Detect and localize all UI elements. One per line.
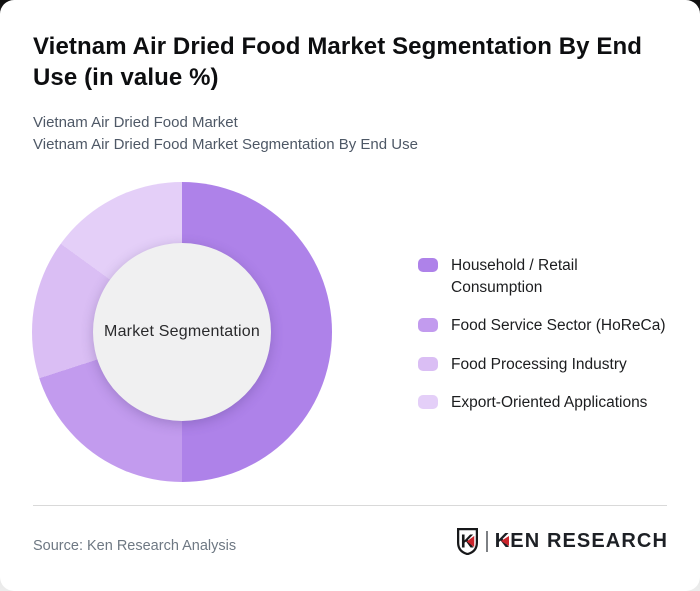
brand-wordmark: KEN RESEARCH: [495, 527, 668, 555]
ken-research-logo: K KEN RESEARCH: [456, 527, 668, 555]
subtitle-line-1: Vietnam Air Dried Food Market: [33, 114, 238, 131]
chart-subtitle: Vietnam Air Dried Food Market Vietnam Ai…: [33, 112, 418, 155]
ken-research-shield-icon: K: [456, 527, 478, 555]
legend-item-label: Export-Oriented Applications: [451, 394, 648, 411]
subtitle-line-2: Vietnam Air Dried Food Market Segmentati…: [33, 135, 418, 153]
wordmark-red-triangle-icon: [501, 536, 510, 546]
footer-divider: [33, 505, 667, 506]
legend-swatch: [418, 318, 438, 332]
shield-red-triangle: [466, 535, 475, 547]
donut-chart[interactable]: Market Segmentation: [32, 182, 332, 482]
legend-item-label: Food Service Sector (HoReCa): [451, 317, 666, 334]
page-title: Vietnam Air Dried Food Market Segmentati…: [33, 33, 643, 91]
legend-swatch: [418, 395, 438, 409]
chart-legend: Household / Retail Consumption Food Serv…: [418, 255, 669, 414]
legend-item-household-retail[interactable]: Household / Retail Consumption: [418, 255, 669, 298]
legend-item-food-service[interactable]: Food Service Sector (HoReCa): [418, 315, 669, 337]
donut-center: Market Segmentation: [93, 243, 271, 421]
legend-item-export-oriented[interactable]: Export-Oriented Applications: [418, 392, 669, 414]
brand-wordmark-text: KEN RESEARCH: [494, 530, 668, 552]
legend-swatch: [418, 356, 438, 371]
legend-item-food-processing[interactable]: Food Processing Industry: [418, 354, 669, 376]
source-text: Source: Ken Research Analysis: [33, 538, 237, 554]
donut-center-label: Market Segmentation: [104, 323, 260, 340]
legend-swatch: [418, 258, 438, 272]
legend-item-label: Food Processing Industry: [451, 355, 627, 373]
logo-separator: [485, 530, 488, 552]
legend-item-label: Household / Retail Consumption: [451, 257, 578, 296]
